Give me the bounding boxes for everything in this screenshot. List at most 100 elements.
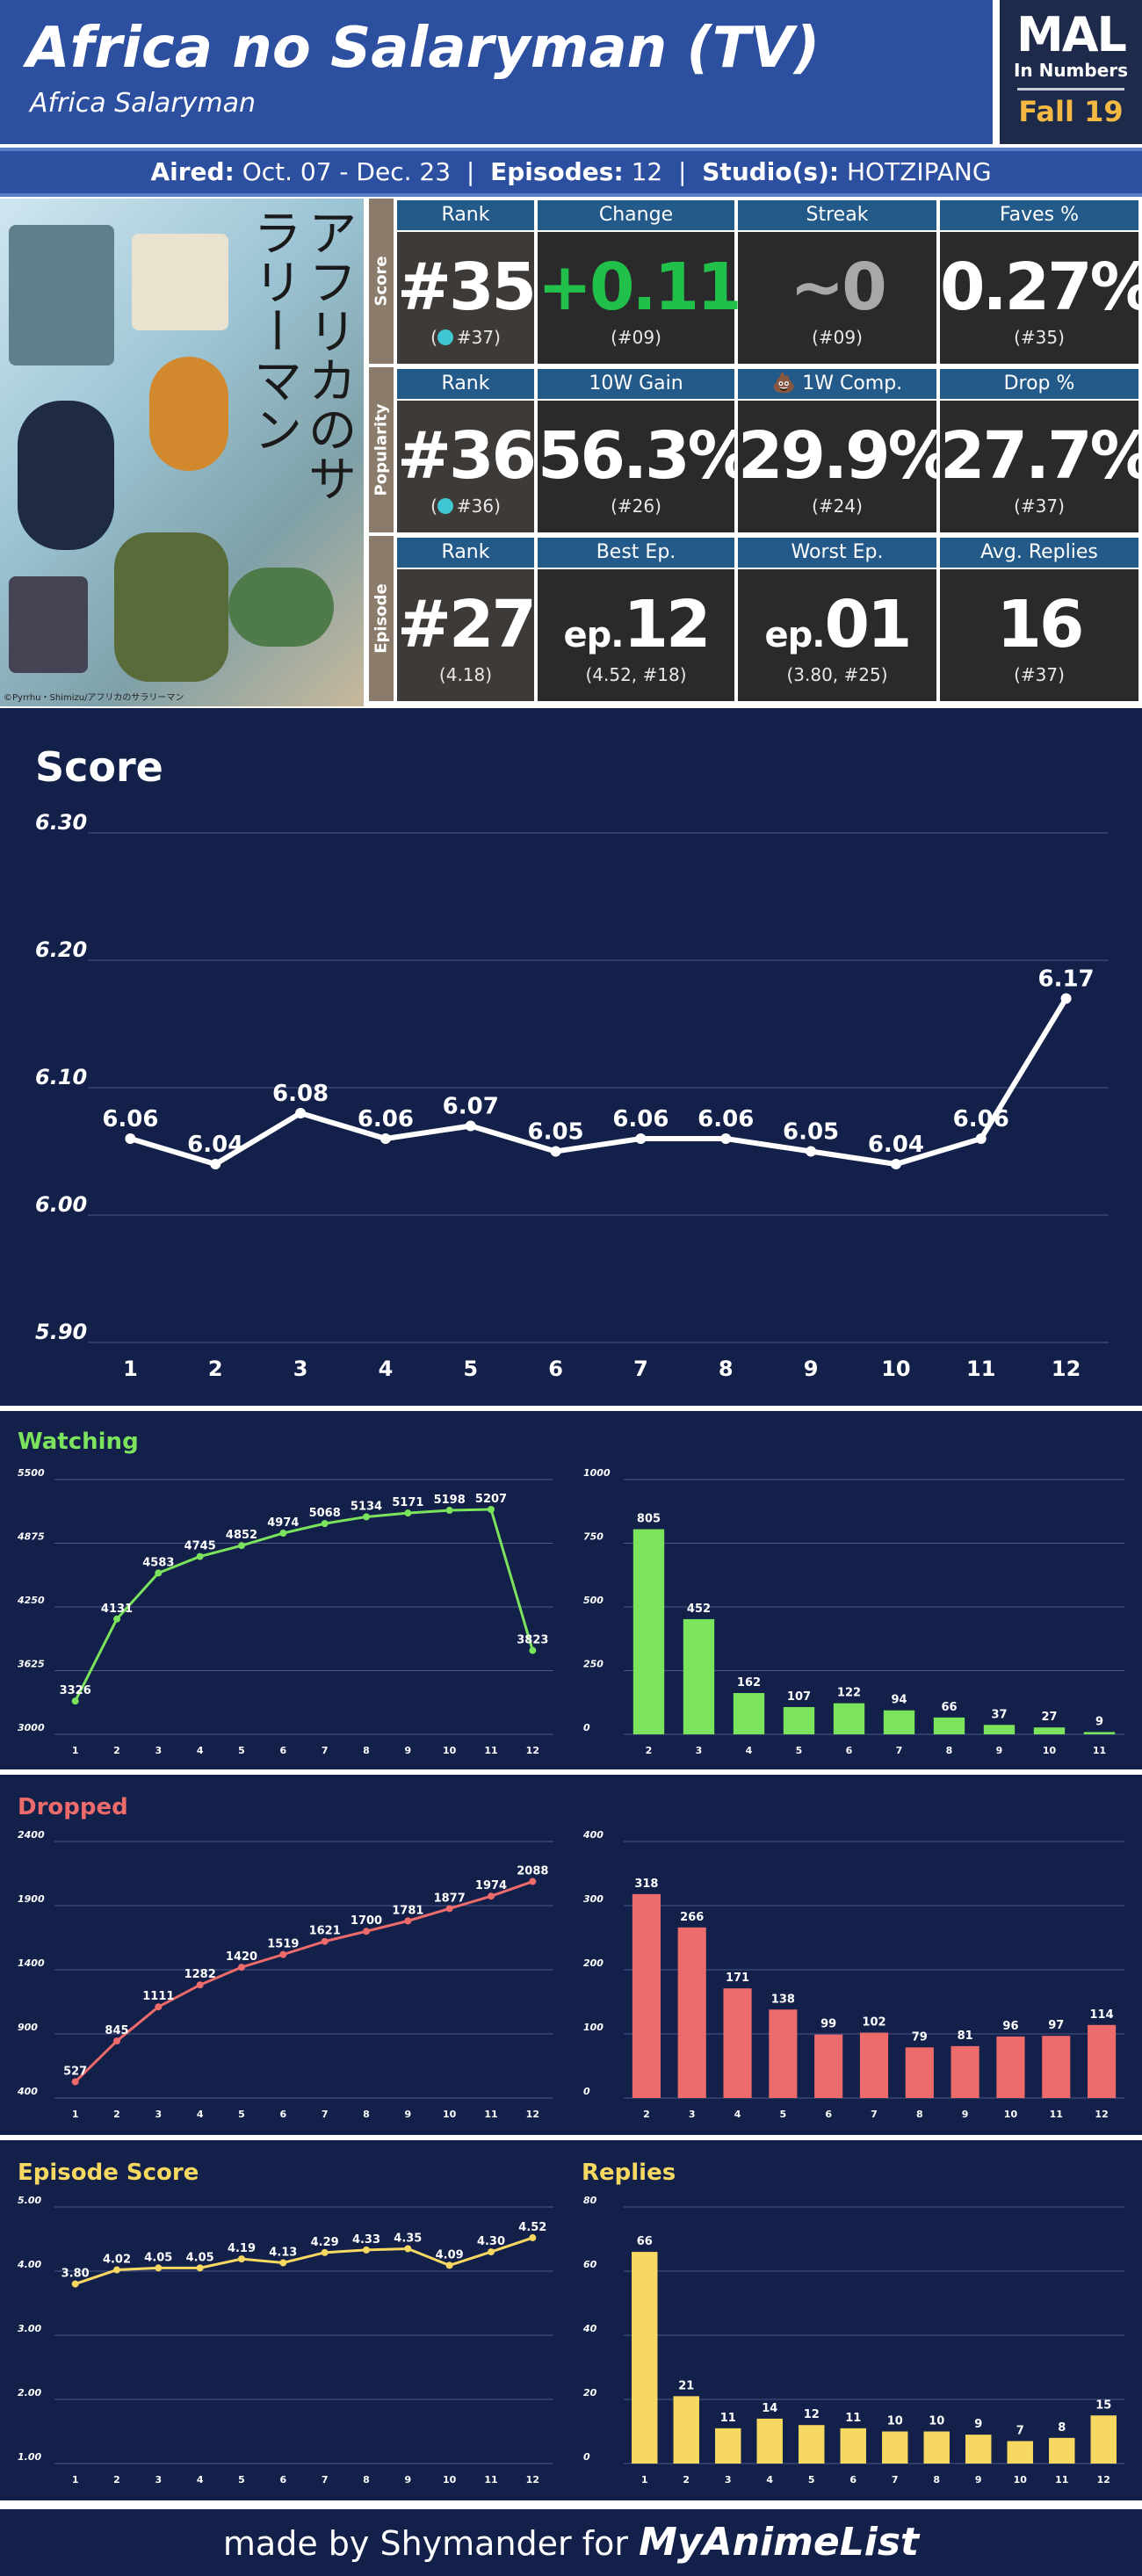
replies-bar-x-tick: 9 (975, 2474, 982, 2486)
ep-worst-cell: ep.01 (3.80, #25) (738, 569, 936, 701)
watching-bar-data-label: 107 (787, 1690, 811, 1704)
episode-score-line-x-tick: 10 (443, 2474, 457, 2486)
episode-score-line-series-line (75, 2236, 533, 2286)
replies-bar-data-label: 66 (637, 2235, 653, 2248)
watching-line-data-label: 3326 (60, 1684, 91, 1697)
score-point (635, 1133, 647, 1144)
dropped-line-point (488, 1892, 495, 1900)
score-point (295, 1108, 307, 1118)
score-x-tick: 6 (548, 1357, 563, 1381)
pop-rank-head: Rank (397, 369, 534, 399)
ep-worst-sub: (3.80, #25) (786, 664, 888, 685)
watching-line-point (155, 1569, 163, 1577)
dropped-line-data-label: 1420 (226, 1950, 257, 1964)
watching-line-y-tick: 4875 (17, 1531, 45, 1543)
score-rank-head: Rank (397, 200, 534, 230)
row-label-score: Score (369, 199, 394, 364)
ep-best-sub: (4.52, #18) (585, 664, 687, 685)
watching-line-point (196, 1552, 204, 1560)
dropped-bar-x-tick: 8 (916, 2109, 923, 2120)
pop-drop-cell: 27.7% (#37) (940, 401, 1142, 532)
episode-score-line-point (238, 2255, 245, 2263)
dropped-bar-data-label: 97 (1048, 2019, 1064, 2032)
episode-score-line-data-label: 4.35 (394, 2232, 422, 2245)
watching-bar-bar (933, 1717, 965, 1734)
replies-bar-x-tick: 7 (892, 2474, 899, 2486)
watching-line-x-tick: 4 (197, 1745, 204, 1756)
score-change-value: +0.11 (538, 250, 742, 325)
score-data-label: 6.04 (187, 1132, 243, 1158)
watching-line-point (488, 1505, 495, 1513)
dropped-panel: Dropped 2400 1900 1400 900 400 1 2 3 4 5 6 7 8 9 10 11 1… (0, 1775, 1142, 2135)
dropped-line-point (321, 1937, 329, 1945)
ep-rank-sub: (4.18) (438, 664, 493, 685)
dropped-bar-bar (996, 2036, 1025, 2098)
watching-bar-data-label: 27 (1041, 1711, 1057, 1724)
dropped-line-y-tick: 2400 (18, 1829, 45, 1841)
score-x-tick: 3 (293, 1357, 308, 1381)
score-x-tick: 4 (379, 1357, 394, 1381)
up-arrow-icon (437, 329, 453, 345)
dropped-line-point (155, 2003, 163, 2011)
dropped-line-x-tick: 6 (280, 2109, 287, 2120)
watching-bar-x-tick: 9 (996, 1745, 1003, 1756)
episode-score-line-point (488, 2248, 495, 2256)
episodes-label: Episodes: (490, 157, 624, 186)
score-change-cell: +0.11 (#09) (538, 232, 742, 364)
watching-line-data-label: 5198 (434, 1494, 466, 1507)
dropped-bar-bar (1042, 2036, 1071, 2098)
watching-bar-x-tick: 8 (946, 1745, 953, 1756)
dropped-bar-bar (814, 2034, 843, 2098)
score-data-label: 6.17 (1038, 966, 1095, 993)
watching-bar-x-tick: 10 (1043, 1745, 1057, 1756)
logo-season: Fall 19 (1018, 95, 1124, 128)
dropped-line-point (404, 1917, 412, 1925)
score-chart: 6.306.206.106.005.901 2 3 4 5 6 7 8 9 10 11 126.066… (35, 810, 1109, 1381)
watching-line-point (71, 1697, 79, 1705)
watching-line-x-tick: 3 (155, 1745, 163, 1756)
dropped-line-x-tick: 2 (113, 2109, 120, 2120)
dropped-line-point (279, 1950, 287, 1958)
score-data-label: 6.07 (443, 1094, 499, 1120)
episode-score-line-y-tick: 1.00 (18, 2451, 41, 2463)
replies-bar-y-tick: 80 (583, 2195, 597, 2206)
pop-gain-sub: (#26) (611, 496, 661, 517)
watching-line-data-label: 4583 (142, 1556, 174, 1569)
watching-line-x-tick: 2 (113, 1745, 120, 1756)
dropped-line-point (113, 2037, 120, 2045)
score-point (550, 1146, 561, 1157)
replies-bar-bar (882, 2431, 908, 2464)
aired-value: Oct. 07 - Dec. 23 (242, 157, 452, 186)
watching-bar-data-label: 452 (687, 1603, 711, 1616)
watching-line-point (404, 1509, 412, 1517)
score-point (806, 1146, 817, 1157)
replies-bar-bar (965, 2435, 992, 2464)
dropped-line-x-tick: 10 (443, 2109, 457, 2120)
score-x-tick: 1 (123, 1357, 138, 1381)
score-point (210, 1159, 221, 1169)
footer-text: made by Shymander for (222, 2524, 629, 2563)
watching-line-point (279, 1530, 287, 1538)
dropped-bar-data-label: 81 (958, 2030, 973, 2043)
episode-score-line-data-label: 4.52 (518, 2221, 546, 2234)
replies-bar-data-label: 10 (929, 2415, 944, 2428)
row-label-popularity: Popularity (369, 367, 394, 532)
replies-bar-data-label: 11 (720, 2412, 736, 2425)
score-data-label: 6.08 (272, 1081, 329, 1107)
dropped-bar-bar (950, 2045, 979, 2098)
score-point (975, 1133, 987, 1144)
watching-bar-data-label: 66 (941, 1701, 957, 1714)
episode-score-line-x-tick: 12 (526, 2474, 539, 2486)
dropped-bar-data-label: 79 (912, 2030, 928, 2044)
episode-score-line-data-label: 4.33 (352, 2233, 380, 2247)
right-arrow-icon (437, 498, 453, 514)
title-box: Africa no Salaryman (TV) Africa Salaryma… (0, 0, 993, 144)
episode-score-line-point (404, 2245, 412, 2253)
dropped-bar-y-tick: 400 (582, 1829, 604, 1841)
dropped-bar-data-label: 171 (726, 1972, 749, 1985)
score-streak-head: Streak (738, 200, 936, 230)
episode-score-line-x-tick: 6 (280, 2474, 287, 2486)
replies-bar-data-label: 11 (845, 2412, 861, 2425)
